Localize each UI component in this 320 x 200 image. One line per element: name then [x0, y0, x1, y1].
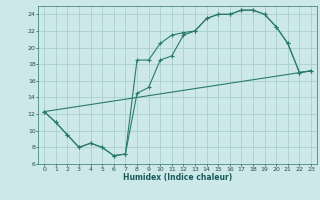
X-axis label: Humidex (Indice chaleur): Humidex (Indice chaleur) — [123, 173, 232, 182]
